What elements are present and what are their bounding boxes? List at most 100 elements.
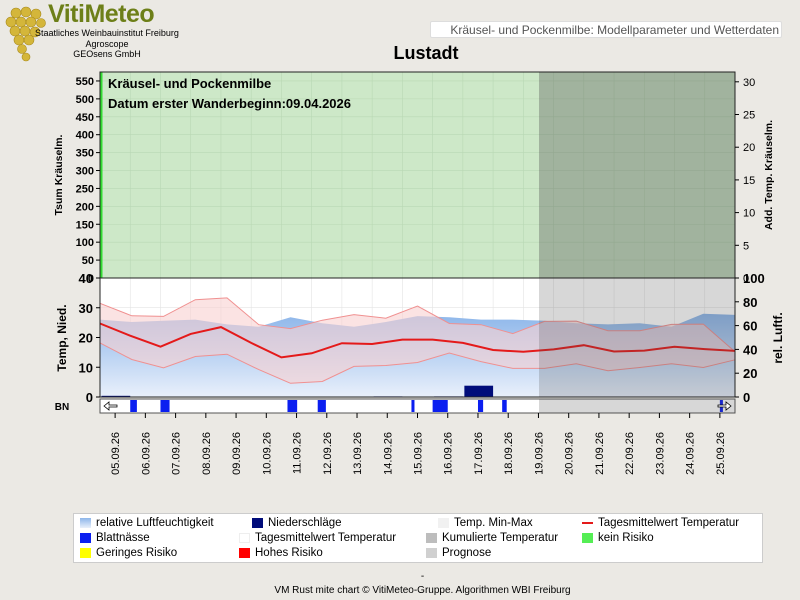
legend-swatch-precipitation (252, 518, 263, 528)
y-tick-label: 450 (76, 112, 94, 124)
footer-separator: - (420, 571, 425, 582)
legend-label: Blattnässe (96, 532, 150, 544)
lower-yticks-left: 0 10 20 30 40 (79, 271, 100, 405)
legend: relative Luftfeuchtigkeit Niederschläge … (73, 513, 763, 563)
forecast-zone-lower (539, 278, 735, 397)
y-tick-label: 15 (743, 175, 755, 187)
legend-label: Prognose (442, 547, 492, 559)
annotation-date: Datum erster Wanderbeginn:09.04.2026 (108, 96, 351, 111)
x-tick-label: 19.09.26 (533, 432, 545, 475)
legend-swatch-cumulative-temp (426, 533, 437, 543)
y-tick-label: 30 (743, 77, 755, 89)
scroll-left-icon[interactable] (103, 401, 118, 411)
y-tick-label: 10 (79, 360, 93, 375)
footer-credit: VM Rust mite chart © VitiMeteo-Gruppe. A… (274, 585, 571, 596)
y-tick-label: 25 (743, 110, 755, 122)
leaf-wetness-bar (160, 400, 170, 412)
y-tick-label: 80 (743, 295, 757, 310)
y-tick-label: 0 (743, 273, 749, 285)
legend-label: Hohes Risiko (255, 547, 323, 559)
legend-swatch-humidity (80, 518, 91, 528)
y-tick-label: 60 (743, 319, 757, 334)
x-tick-label: 25.09.26 (715, 432, 727, 475)
x-tick-label: 09.09.26 (231, 432, 243, 475)
upper-yticks-right: 0 5 10 15 20 25 30 (735, 77, 755, 285)
y-tick-label: 30 (79, 301, 93, 316)
leaf-wetness-bar (432, 400, 448, 412)
y-tick-label: 300 (76, 166, 94, 178)
y-tick-label: 0 (88, 273, 94, 285)
leaf-wetness-bar (130, 400, 137, 412)
annotation-title: Kräusel- und Pockenmilbe (108, 76, 271, 91)
x-tick-label: 22.09.26 (624, 432, 636, 475)
legend-swatch-temp-minmax (438, 518, 449, 528)
y-tick-label: 20 (743, 366, 757, 381)
x-tick-label: 12.09.26 (322, 432, 334, 475)
legend-swatch-temp-mean-box (239, 533, 250, 543)
x-tick-label: 24.09.26 (685, 432, 697, 475)
y-tick-label: 250 (76, 183, 94, 195)
x-tick-label: 08.09.26 (201, 432, 213, 475)
lower-panel: 0 10 20 30 40 0 20 40 60 80 100 Temp, Nied. rel. … (55, 271, 785, 405)
y-tick-label: 400 (76, 130, 94, 142)
logo-line-geosens: GEOsens GmbH (73, 49, 141, 59)
forecast-zone-upper (539, 72, 735, 278)
upper-yticks-left: 0 50 100 150 200 250 300 350 400 450 500 550 (76, 76, 100, 285)
legend-label: kein Risiko (598, 532, 654, 544)
temp-max-line (99, 297, 736, 353)
leaf-wetness-bar (477, 400, 484, 412)
y-tick-label: 550 (76, 76, 94, 88)
temp-min-line (99, 342, 736, 384)
chart-subtitle: Kräusel- und Pockenmilbe: Modellparamete… (430, 21, 782, 38)
y-tick-label: 10 (743, 208, 755, 220)
scroll-right-icon[interactable] (717, 401, 732, 411)
x-tick-label: 07.09.26 (171, 432, 183, 475)
y-tick-label: 500 (76, 94, 94, 106)
legend-label: relative Luftfeuchtigkeit (96, 517, 214, 529)
y-tick-label: 0 (743, 390, 750, 405)
x-tick-label: 23.09.26 (654, 432, 666, 475)
leaf-wetness-bar (502, 400, 507, 412)
forecast-zone-strip (539, 399, 735, 413)
y-tick-label: 50 (82, 255, 94, 267)
legend-label: Niederschläge (268, 517, 342, 529)
x-tick-label: 10.09.26 (261, 432, 273, 475)
legend-label: Geringes Risiko (96, 547, 178, 559)
leaf-wetness-strip: BN (55, 398, 736, 414)
legend-label: Temp. Min-Max (454, 517, 533, 529)
x-tick-label: 18.09.26 (503, 432, 515, 475)
y-tick-label: 40 (743, 342, 757, 357)
x-tick-label: 16.09.26 (443, 432, 455, 475)
y-tick-label: 0 (86, 390, 93, 405)
legend-swatch-low-risk (80, 548, 91, 558)
upper-ylabel-right: Add. Temp. Kräuselm. (763, 120, 775, 230)
temp-mean-line (99, 322, 736, 359)
y-tick-label: 20 (79, 331, 93, 346)
leaf-wetness-bar (287, 400, 298, 412)
lower-ylabel-left: Temp, Nied. (55, 304, 69, 371)
y-tick-label: 100 (76, 237, 94, 249)
y-tick-label: 40 (79, 271, 93, 286)
x-tick-label: 13.09.26 (352, 432, 364, 475)
y-tick-label: 100 (743, 271, 765, 286)
logo-title: VitiMeteo (48, 0, 155, 28)
leaf-wetness-bar (317, 400, 326, 412)
x-tick-label: 05.09.26 (110, 432, 122, 475)
upper-panel: 0 50 100 150 200 250 300 350 400 450 500 550 0 5 10 15… (53, 71, 775, 285)
legend-swatch-leaf-wetness (80, 533, 91, 543)
x-tick-label: 11.09.26 (292, 432, 304, 474)
x-tick-label: 17.09.26 (473, 432, 485, 475)
y-tick-label: 5 (743, 240, 749, 252)
legend-label: Tagesmittelwert Temperatur (255, 532, 397, 544)
leaf-wetness-bar (411, 400, 415, 412)
y-tick-label: 200 (76, 201, 94, 213)
upper-ylabel-left: Tsum Kräuselm. (53, 134, 65, 215)
y-tick-label: 350 (76, 148, 94, 160)
x-tick-label: 06.09.26 (140, 432, 152, 475)
upper-grid (99, 72, 735, 279)
y-tick-label: 20 (743, 142, 755, 154)
x-tick-label: 21.09.26 (594, 432, 606, 475)
y-tick-label: 150 (76, 219, 94, 231)
legend-swatch-no-risk (582, 533, 593, 543)
x-tick-label: 20.09.26 (564, 432, 576, 475)
